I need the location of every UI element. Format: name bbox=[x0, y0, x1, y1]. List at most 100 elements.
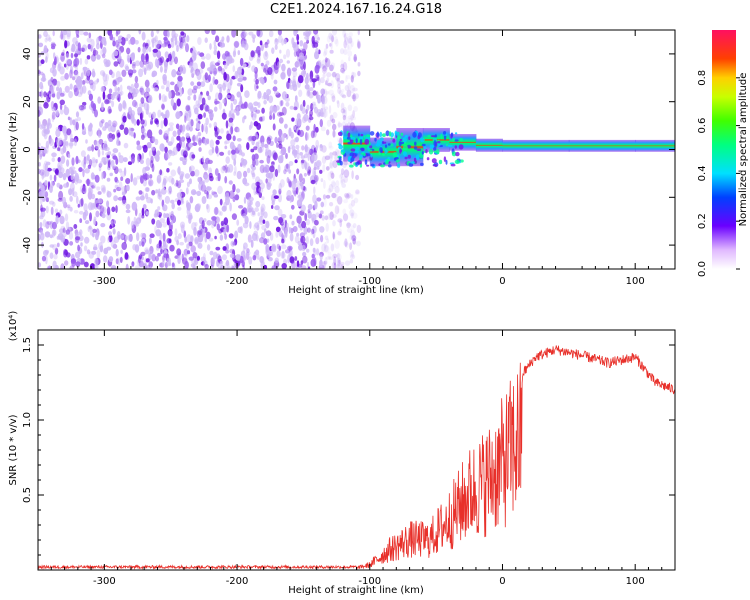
spectrogram-speckle bbox=[350, 138, 354, 144]
spectrogram-speckle bbox=[297, 75, 304, 84]
spectrogram-speckle bbox=[350, 225, 355, 231]
spectrogram-speckle bbox=[263, 211, 268, 219]
spectrogram-speckle bbox=[162, 204, 168, 212]
spectrogram-ytick-label: 40 bbox=[22, 48, 33, 61]
spectrogram-speckle bbox=[278, 155, 283, 164]
spectrogram-speckle bbox=[320, 234, 324, 243]
spectrogram-speckle bbox=[85, 139, 88, 144]
colorbar-gradient bbox=[712, 30, 736, 269]
spectrogram-speckle bbox=[235, 254, 241, 261]
spectrogram-speckle bbox=[142, 66, 146, 72]
spectrogram-speckle bbox=[307, 203, 313, 210]
spectrogram-speckle bbox=[186, 122, 192, 130]
spectrogram-speckle bbox=[251, 154, 256, 162]
spectrogram-speckle bbox=[122, 195, 127, 204]
spectrogram-speckle bbox=[73, 224, 78, 229]
spectrogram-speckle bbox=[162, 232, 166, 242]
spectrogram-speckle bbox=[264, 44, 269, 49]
spectrogram-speckle bbox=[312, 103, 317, 110]
spectrogram-speckle bbox=[184, 236, 188, 243]
spectrogram-speckle bbox=[207, 74, 211, 82]
spectrogram-speckle bbox=[326, 76, 330, 82]
spectrogram-speckle bbox=[63, 260, 69, 266]
spectrogram-speckle bbox=[61, 52, 65, 56]
spectrogram-speckle bbox=[55, 215, 59, 225]
spectrogram-speckle bbox=[309, 70, 314, 80]
spectrogram-speckle bbox=[108, 135, 114, 142]
spectrogram-speckle bbox=[255, 78, 259, 85]
spectrogram-speckle bbox=[209, 112, 215, 119]
spectrogram-speckle bbox=[311, 153, 315, 161]
spectrogram-speckle bbox=[349, 209, 355, 217]
spectrogram-speckle bbox=[328, 32, 333, 40]
spectrogram-speckle bbox=[134, 265, 141, 269]
spectrogram-speckle bbox=[285, 48, 291, 58]
spectrogram-speckle bbox=[40, 90, 43, 99]
spectrogram-speckle bbox=[203, 174, 208, 179]
spectrogram-speckle bbox=[62, 227, 66, 233]
spectrogram-speckle bbox=[237, 128, 240, 133]
spectrogram-speckle bbox=[121, 242, 127, 250]
spectrogram-speckle bbox=[114, 176, 118, 183]
spectrogram-speckle bbox=[338, 174, 344, 179]
spectrogram-speckle bbox=[62, 172, 67, 181]
spectrogram-speckle bbox=[330, 180, 336, 188]
snr-ytick-label: 0.5 bbox=[22, 487, 33, 503]
spectrogram-speckle bbox=[206, 220, 212, 226]
spectrogram-speckle bbox=[257, 147, 263, 154]
spectrogram-speckle bbox=[148, 261, 153, 268]
spectrogram-speckle bbox=[327, 171, 333, 181]
spectrogram-speckle bbox=[325, 91, 330, 95]
spectrogram-speckle bbox=[344, 260, 351, 266]
spectrogram-speckle bbox=[220, 220, 224, 226]
spectrogram-speckle bbox=[329, 152, 333, 159]
spectrogram-speckle bbox=[116, 129, 121, 139]
spectrogram-speckle bbox=[226, 224, 230, 233]
spectrogram-speckle bbox=[320, 178, 324, 183]
spectrogram-speckle bbox=[254, 159, 259, 166]
spectrogram-speckle bbox=[51, 221, 58, 230]
spectrogram-speckle bbox=[176, 98, 181, 107]
spectrogram-speckle bbox=[88, 182, 94, 188]
spectrogram-speckle bbox=[271, 265, 277, 269]
spectrogram-speckle bbox=[351, 235, 357, 242]
spectrogram-speckle bbox=[64, 72, 69, 80]
spectrogram-speckle bbox=[127, 92, 132, 100]
spectrogram-speckle bbox=[126, 33, 131, 39]
spectrogram-speckle bbox=[355, 138, 358, 144]
spectrogram-speckle bbox=[305, 236, 309, 245]
spectrogram-speckle bbox=[324, 245, 330, 254]
spectrogram-speckle bbox=[57, 137, 63, 146]
spectrogram-speckle bbox=[352, 238, 357, 245]
spectrogram-speckle bbox=[292, 70, 298, 78]
spectrogram-speckle bbox=[340, 179, 346, 184]
spectrogram-speckle bbox=[115, 158, 119, 165]
spectrogram-speckle bbox=[458, 144, 464, 150]
spectrogram-speckle bbox=[187, 88, 193, 96]
spectrogram-speckle bbox=[251, 113, 257, 121]
spectrogram-speckle bbox=[197, 177, 201, 183]
spectrogram-speckle bbox=[161, 94, 166, 103]
spectrogram-speckle bbox=[385, 158, 390, 163]
spectrogram-speckle bbox=[43, 45, 48, 54]
spectrogram-speckle bbox=[291, 204, 295, 210]
spectrogram-speckle bbox=[174, 36, 178, 46]
spectrogram-speckle bbox=[429, 144, 434, 149]
spectrogram-speckle bbox=[229, 248, 235, 254]
spectrogram-speckle bbox=[53, 253, 58, 260]
spectrogram-speckle bbox=[114, 85, 118, 93]
spectrogram-speckle bbox=[265, 145, 269, 153]
spectrogram-speckle bbox=[201, 136, 206, 144]
spectrogram-speckle bbox=[38, 109, 41, 117]
spectrogram-speckle bbox=[115, 258, 119, 265]
spectrogram-speckle bbox=[226, 266, 232, 269]
spectrogram-speckle bbox=[154, 209, 160, 218]
spectrogram-speckle bbox=[200, 184, 207, 192]
spectrogram-speckle bbox=[251, 34, 256, 39]
spectrogram-speckle bbox=[416, 148, 422, 151]
spectrogram-speckle bbox=[222, 82, 227, 91]
spectrogram-speckle bbox=[390, 137, 393, 140]
spectrogram-speckle bbox=[132, 99, 137, 108]
spectrogram-speckle bbox=[64, 85, 70, 93]
